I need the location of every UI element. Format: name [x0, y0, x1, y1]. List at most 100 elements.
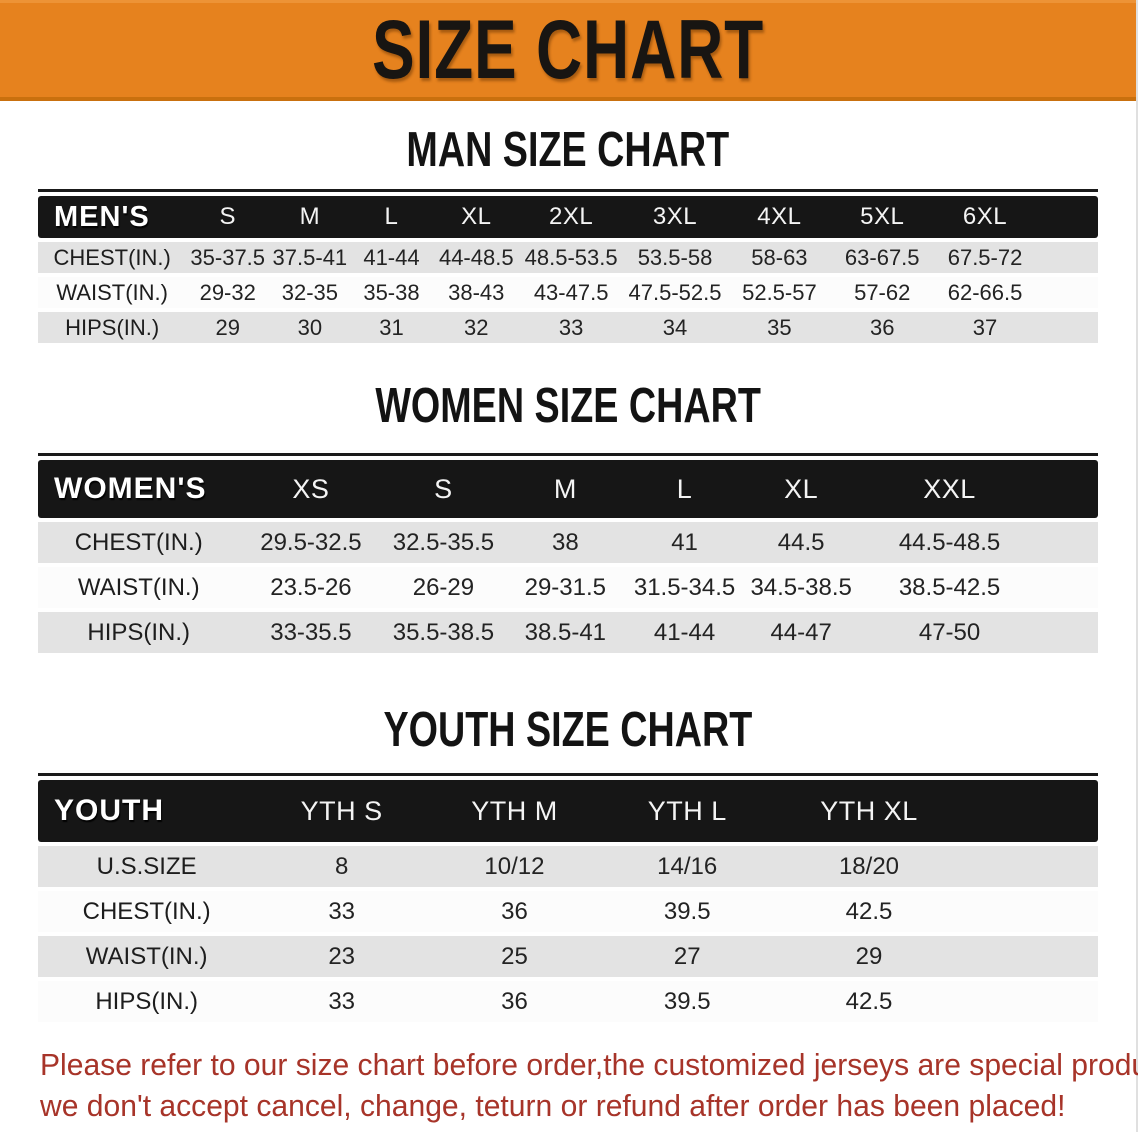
size-value: 53.5-58 — [622, 242, 728, 273]
size-value: 38.5-41 — [504, 612, 627, 653]
spacer-cell — [1036, 277, 1098, 308]
row-label: CHEST(IN.) — [38, 522, 240, 563]
size-value: 52.5-57 — [728, 277, 831, 308]
size-value: 48.5-53.5 — [520, 242, 622, 273]
spacer-cell — [1036, 312, 1098, 343]
women-col-header: S — [382, 460, 505, 518]
women-chest-row: CHEST(IN.) 29.5-32.5 32.5-35.5 38 41 44.… — [38, 522, 1098, 563]
size-value: 39.5 — [600, 891, 774, 932]
size-value: 31 — [350, 312, 433, 343]
youth-ussize-row: U.S.SIZE 8 10/12 14/16 18/20 — [38, 846, 1098, 887]
size-value: 29 — [186, 312, 270, 343]
size-value: 44.5 — [742, 522, 860, 563]
disclaimer: Please refer to our size chart before or… — [40, 1044, 1138, 1126]
size-value: 44-48.5 — [432, 242, 521, 273]
youth-size-table: YOUTH YTH S YTH M YTH L YTH XL U.S.SIZE … — [38, 773, 1098, 1026]
youth-header-row: YOUTH YTH S YTH M YTH L YTH XL — [38, 780, 1098, 842]
row-label: HIPS(IN.) — [38, 312, 187, 343]
size-value: 33-35.5 — [239, 612, 383, 653]
size-value: 31.5-34.5 — [626, 567, 743, 608]
size-value: 23.5-26 — [239, 567, 383, 608]
spacer-cell — [1039, 567, 1098, 608]
women-col-header: XXL — [859, 460, 1040, 518]
row-label: U.S.SIZE — [38, 846, 256, 887]
size-value: 37.5-41 — [269, 242, 351, 273]
spacer-cell — [1039, 460, 1098, 518]
women-section-heading: WOMEN SIZE CHART — [0, 380, 1136, 431]
women-group-label: WOMEN'S — [38, 460, 240, 518]
size-value: 23 — [255, 936, 429, 977]
row-label: CHEST(IN.) — [38, 891, 256, 932]
size-value: 29 — [773, 936, 965, 977]
women-col-header: M — [504, 460, 627, 518]
men-col-header: 2XL — [520, 196, 622, 238]
youth-col-header: YTH XL — [773, 780, 965, 842]
size-value: 38-43 — [432, 277, 521, 308]
size-value: 33 — [255, 981, 429, 1022]
spacer-cell — [964, 780, 1098, 842]
row-label: WAIST(IN.) — [38, 936, 256, 977]
size-value: 39.5 — [600, 981, 774, 1022]
youth-section-heading: YOUTH SIZE CHART — [0, 701, 1136, 757]
size-value: 67.5-72 — [933, 242, 1037, 273]
youth-col-header: YTH M — [428, 780, 601, 842]
women-table: WOMEN'S XS S M L XL XXL CHEST(IN.) 29.5-… — [38, 456, 1098, 657]
men-chest-row: CHEST(IN.) 35-37.5 37.5-41 41-44 44-48.5… — [38, 242, 1098, 273]
women-header-row: WOMEN'S XS S M L XL XXL — [38, 460, 1098, 518]
size-value: 26-29 — [382, 567, 505, 608]
men-col-header: 3XL — [622, 196, 728, 238]
size-value: 41-44 — [626, 612, 743, 653]
size-value: 14/16 — [600, 846, 774, 887]
size-value: 32.5-35.5 — [382, 522, 505, 563]
women-col-header: XS — [239, 460, 383, 518]
row-label: CHEST(IN.) — [38, 242, 187, 273]
men-group-label: MEN'S — [38, 196, 187, 238]
size-value: 63-67.5 — [830, 242, 934, 273]
men-col-header: L — [350, 196, 433, 238]
size-value: 42.5 — [773, 981, 965, 1022]
spacer-cell — [1039, 612, 1098, 653]
youth-heading-text: YOUTH SIZE CHART — [383, 701, 753, 757]
women-size-table: WOMEN'S XS S M L XL XXL CHEST(IN.) 29.5-… — [38, 453, 1098, 657]
spacer-cell — [964, 981, 1098, 1022]
size-value: 34.5-38.5 — [742, 567, 860, 608]
men-col-header: 5XL — [830, 196, 934, 238]
size-value: 18/20 — [773, 846, 965, 887]
row-label: HIPS(IN.) — [38, 612, 240, 653]
row-label: WAIST(IN.) — [38, 567, 240, 608]
size-value: 41 — [626, 522, 743, 563]
men-heading-text: MAN SIZE CHART — [406, 121, 730, 177]
size-value: 35 — [728, 312, 831, 343]
women-col-header: L — [626, 460, 743, 518]
youth-waist-row: WAIST(IN.) 23 25 27 29 — [38, 936, 1098, 977]
size-value: 38.5-42.5 — [859, 567, 1040, 608]
banner: SIZE CHART — [0, 0, 1136, 101]
size-value: 33 — [520, 312, 622, 343]
size-value: 30 — [269, 312, 351, 343]
size-value: 37 — [933, 312, 1037, 343]
size-value: 32 — [432, 312, 521, 343]
women-waist-row: WAIST(IN.) 23.5-26 26-29 29-31.5 31.5-34… — [38, 567, 1098, 608]
size-value: 44-47 — [742, 612, 860, 653]
spacer-cell — [964, 891, 1098, 932]
size-value: 58-63 — [728, 242, 831, 273]
size-value: 42.5 — [773, 891, 965, 932]
size-value: 43-47.5 — [520, 277, 622, 308]
size-value: 29.5-32.5 — [239, 522, 383, 563]
men-header-row: MEN'S S M L XL 2XL 3XL 4XL 5XL 6XL — [38, 196, 1098, 238]
size-value: 10/12 — [428, 846, 601, 887]
men-col-header: S — [186, 196, 270, 238]
youth-chest-row: CHEST(IN.) 33 36 39.5 42.5 — [38, 891, 1098, 932]
size-value: 29-32 — [186, 277, 270, 308]
size-value: 33 — [255, 891, 429, 932]
size-value: 41-44 — [350, 242, 433, 273]
size-value: 36 — [428, 981, 601, 1022]
women-col-header: XL — [742, 460, 860, 518]
spacer-cell — [1036, 242, 1098, 273]
size-value: 47.5-52.5 — [622, 277, 728, 308]
youth-table: YOUTH YTH S YTH M YTH L YTH XL U.S.SIZE … — [38, 776, 1098, 1026]
size-value: 57-62 — [830, 277, 934, 308]
size-value: 38 — [504, 522, 627, 563]
size-value: 35-37.5 — [186, 242, 270, 273]
